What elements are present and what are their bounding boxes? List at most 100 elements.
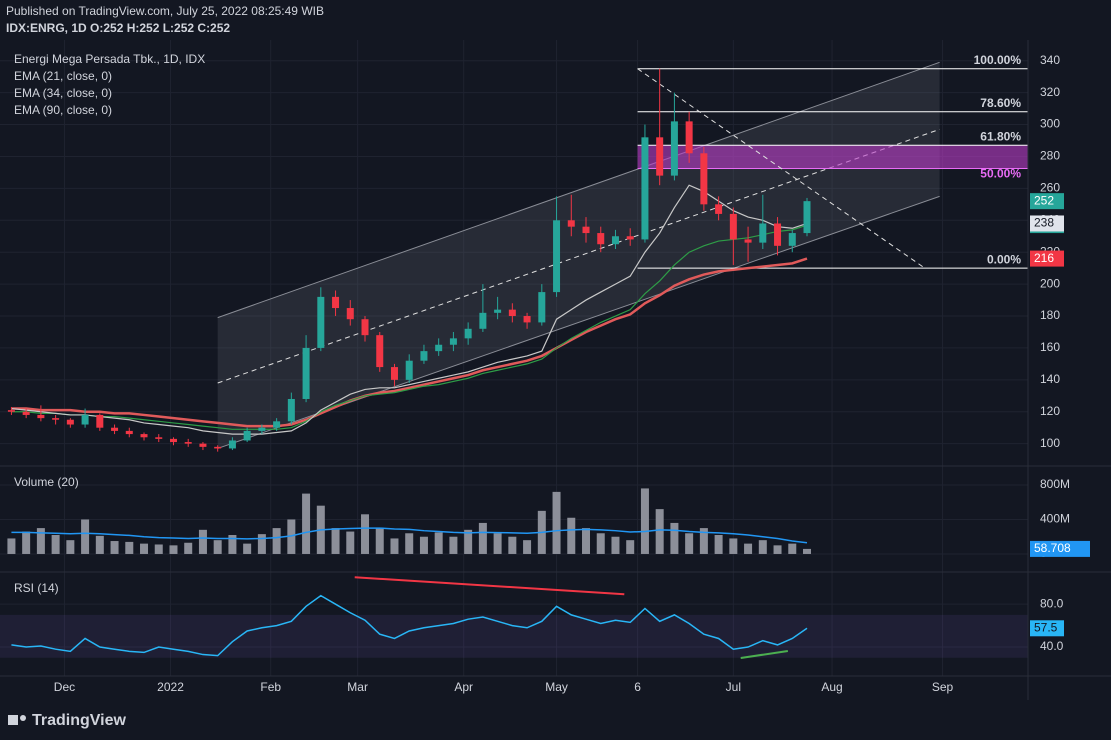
candle-body <box>228 440 236 449</box>
volume-bar <box>640 488 649 554</box>
volume-bar <box>184 542 193 554</box>
brand: TradingView <box>32 712 127 729</box>
volume-bar <box>803 548 812 554</box>
candle-body <box>361 319 369 336</box>
candle-body <box>22 411 30 415</box>
candle-body <box>199 443 207 447</box>
volume-bar <box>773 545 782 554</box>
candle-body <box>656 137 664 176</box>
volume-bar <box>390 538 399 554</box>
candle-body <box>774 223 782 246</box>
logo-mark <box>8 715 18 725</box>
candle-body <box>390 367 398 380</box>
volume-bar <box>405 533 414 554</box>
candle-body <box>169 438 177 443</box>
rsi-line <box>11 594 808 657</box>
volume-bar <box>154 544 163 554</box>
published: Published on TradingView.com, July 25, 2… <box>6 4 324 18</box>
volume-bar <box>125 541 134 554</box>
channel-midline <box>217 128 940 384</box>
x-tick-label: Jul <box>726 680 741 694</box>
x-tick-label: 6 <box>634 680 641 694</box>
fib-label: 100.00% <box>974 53 1022 67</box>
volume-bar <box>434 532 443 554</box>
candle-body <box>582 226 590 234</box>
fib-zone <box>637 145 1028 169</box>
y-tick-label: 40.0 <box>1040 639 1064 653</box>
price-badge-label: 57.5 <box>1034 620 1058 634</box>
volume-bar <box>36 528 45 554</box>
volume-bar <box>272 528 281 554</box>
volume-bar <box>375 528 384 554</box>
plot-layer <box>0 61 1028 659</box>
candle-body <box>759 223 767 243</box>
candle-body <box>258 427 266 431</box>
x-tick-label: Aug <box>821 680 842 694</box>
volume-bar <box>729 538 738 554</box>
y-tick-label: 100 <box>1040 436 1060 450</box>
channel-line <box>217 61 940 319</box>
volume-bar <box>626 540 635 554</box>
price-badge <box>1030 193 1064 210</box>
candle-body <box>125 430 133 435</box>
volume-bar <box>213 540 222 554</box>
logo-mark <box>20 715 26 721</box>
candle-body <box>715 204 723 214</box>
volume-bar <box>670 522 679 554</box>
candle-body <box>66 419 74 425</box>
candle-body <box>184 442 192 444</box>
volume-bar <box>699 528 708 554</box>
y-tick-label: 280 <box>1040 149 1060 163</box>
x-tick-label: 2022 <box>157 680 184 694</box>
price-badge-label: 216 <box>1034 251 1054 265</box>
ema-line <box>11 257 808 428</box>
volume-title: Volume (20) <box>14 475 79 489</box>
ema-line <box>11 224 808 430</box>
candle-body <box>670 121 678 176</box>
fib-label: 61.80% <box>980 129 1021 143</box>
candle-body <box>523 316 531 323</box>
y-tick-label: 300 <box>1040 117 1060 131</box>
candle-body <box>52 418 60 420</box>
candle-body <box>7 410 15 412</box>
legend-entry: EMA (34, close, 0) <box>14 86 112 100</box>
fib-label: 0.00% <box>987 252 1021 266</box>
volume-bar <box>7 538 16 554</box>
candle-body <box>287 398 295 422</box>
x-tick-label: Mar <box>347 680 368 694</box>
x-tick-label: Dec <box>54 680 75 694</box>
candle-body <box>317 296 325 348</box>
candle-body <box>788 233 796 246</box>
y-tick-label: 320 <box>1040 85 1060 99</box>
candle-body <box>553 220 561 293</box>
volume-bar <box>169 545 178 554</box>
volume-bar <box>110 541 119 554</box>
chart-title: Energi Mega Persada Tbk., 1D, IDX <box>14 52 205 66</box>
volume-bar <box>361 514 370 554</box>
candle-body <box>81 414 89 425</box>
candle-body <box>626 236 634 240</box>
volume-bar <box>567 517 576 554</box>
volume-bar <box>552 491 561 554</box>
y-tick-label: 400M <box>1040 512 1070 526</box>
price-badge-label: 238 <box>1034 216 1054 230</box>
candle-body <box>243 430 251 441</box>
y-tick-label: 140 <box>1040 372 1060 386</box>
legend-entry: EMA (90, close, 0) <box>14 103 112 117</box>
volume-bar <box>66 540 75 554</box>
candle-body <box>538 292 546 323</box>
volume-bar <box>51 534 60 554</box>
volume-bar <box>655 509 664 554</box>
candle-body <box>744 239 752 243</box>
candle-body <box>37 414 45 419</box>
candle-body <box>435 344 443 352</box>
candle-body <box>479 312 487 329</box>
candle-body <box>641 137 649 240</box>
candle-body <box>302 347 310 399</box>
y-tick-label: 260 <box>1040 181 1060 195</box>
candle-body <box>332 296 340 309</box>
volume-bar <box>243 543 252 554</box>
price-badge <box>1030 620 1064 637</box>
candle-body <box>803 201 811 234</box>
